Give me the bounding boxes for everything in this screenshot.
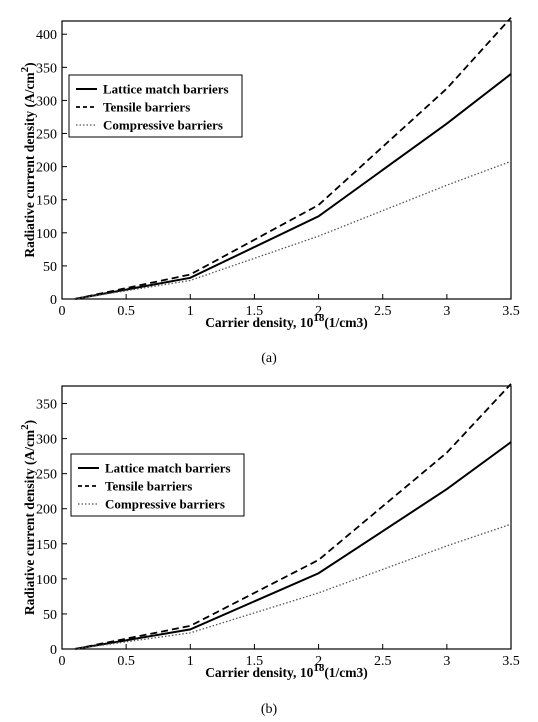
legend-label: Compressive barriers bbox=[105, 497, 225, 512]
y-tick-label: 150 bbox=[36, 194, 57, 209]
legend: Lattice match barriers Tensile barriers Co… bbox=[68, 74, 243, 138]
figure-caption: (b) bbox=[261, 702, 278, 717]
chart-a: 0 0.5 1 1.5 2 2.5 3 3.5 0 50 100 150 200 250 300 350 400… bbox=[19, 17, 520, 366]
y-tick-label: 150 bbox=[36, 538, 57, 553]
legend-label: Lattice match barriers bbox=[105, 461, 231, 476]
y-tick-label: 200 bbox=[36, 161, 57, 176]
y-tick-label: 300 bbox=[36, 94, 57, 109]
series-line-dashed bbox=[74, 17, 512, 300]
series-line-solid bbox=[74, 441, 512, 650]
y-tick-label: 0 bbox=[50, 293, 57, 308]
y-tick-label: 400 bbox=[36, 28, 57, 43]
y-tick-label: 350 bbox=[36, 398, 57, 413]
x-axis-label: Carrier density, 1018(1/cm3) bbox=[205, 662, 368, 680]
x-tick-label: 3 bbox=[443, 654, 450, 669]
x-tick-label: 3.5 bbox=[502, 304, 520, 319]
series-line-dotted bbox=[74, 523, 512, 650]
y-axis-label: Radiative current density (A/cm2) bbox=[19, 420, 37, 615]
x-tick-label: 0 bbox=[59, 304, 66, 319]
legend-box bbox=[70, 453, 245, 517]
y-tick-label: 100 bbox=[36, 573, 57, 588]
x-tick-label: 1 bbox=[187, 654, 194, 669]
legend-box bbox=[68, 74, 243, 138]
x-tick-label: 0.5 bbox=[117, 304, 135, 319]
figure-caption: (a) bbox=[261, 351, 277, 366]
x-tick-label: 2.5 bbox=[374, 654, 392, 669]
y-tick-label: 300 bbox=[36, 433, 57, 448]
y-axis-label: Radiative current density (A/cm2) bbox=[19, 62, 37, 257]
legend-label: Tensile barriers bbox=[103, 100, 190, 115]
legend-label: Tensile barriers bbox=[105, 479, 192, 494]
x-tick-label: 2 bbox=[315, 304, 322, 319]
x-tick-label: 2.5 bbox=[374, 304, 392, 319]
plot-frame bbox=[61, 20, 512, 300]
plot-frame bbox=[61, 385, 512, 650]
x-tick-label: 0.5 bbox=[117, 654, 135, 669]
x-tick-label: 1.5 bbox=[246, 654, 264, 669]
series-line-dotted bbox=[74, 160, 512, 300]
y-tick-label: 200 bbox=[36, 503, 57, 518]
y-tick-label: 100 bbox=[36, 227, 57, 242]
x-tick-label: 1.5 bbox=[246, 304, 264, 319]
x-axis-label: Carrier density, 1018(1/cm3) bbox=[205, 312, 368, 330]
x-tick-label: 1 bbox=[187, 304, 194, 319]
legend-label: Compressive barriers bbox=[103, 118, 223, 133]
y-tick-label: 350 bbox=[36, 61, 57, 76]
legend-label: Lattice match barriers bbox=[103, 82, 229, 97]
series-line-solid bbox=[74, 73, 512, 300]
series-line-dashed bbox=[74, 383, 512, 650]
x-tick-label: 3 bbox=[443, 304, 450, 319]
y-tick-label: 50 bbox=[43, 260, 57, 275]
legend: Lattice match barriers Tensile barriers Co… bbox=[70, 453, 245, 517]
y-tick-label: 50 bbox=[43, 608, 57, 623]
x-tick-label: 2 bbox=[315, 654, 322, 669]
x-tick-label: 3.5 bbox=[502, 654, 520, 669]
y-tick-label: 250 bbox=[36, 468, 57, 483]
y-tick-label: 250 bbox=[36, 128, 57, 143]
x-tick-label: 0 bbox=[59, 654, 66, 669]
chart-b: 0 0.5 1 1.5 2 2.5 3 3.5 0 50 100 150 200 250 300 350 Lat… bbox=[19, 383, 520, 717]
y-tick-label: 0 bbox=[50, 643, 57, 658]
